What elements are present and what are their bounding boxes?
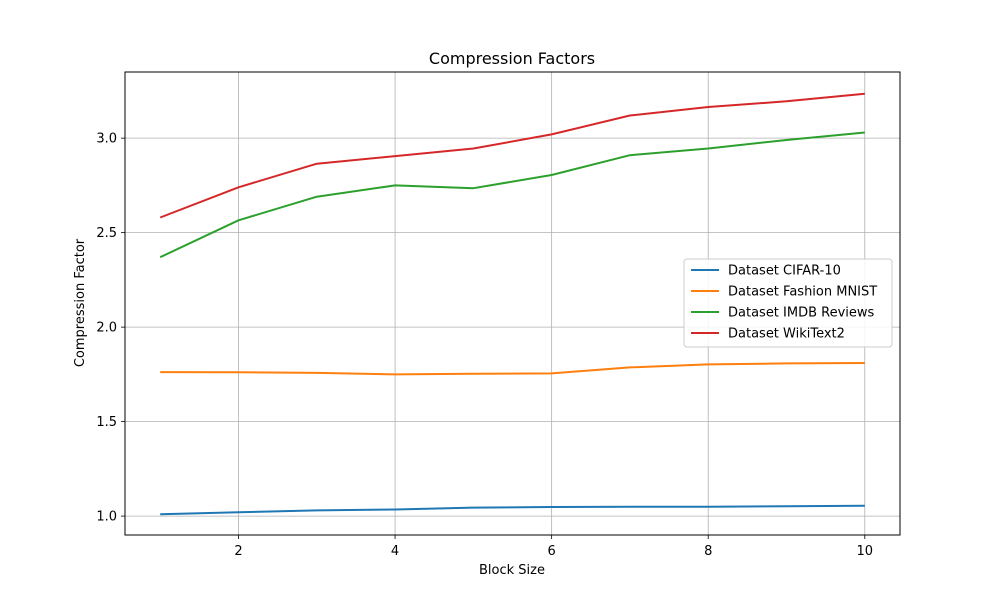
y-tick-label: 3.0 (96, 132, 117, 147)
x-axis-ticks: 2 4 6 8 10 (234, 535, 873, 559)
series-lines (159, 92, 865, 516)
x-tick-label: 4 (391, 544, 399, 559)
legend: Dataset CIFAR-10 Dataset Fashion MNIST Dat… (683, 258, 893, 348)
legend-label: Dataset IMDB Reviews (728, 306, 875, 321)
series-line-1 (160, 504, 865, 516)
x-tick-label: 8 (704, 544, 712, 559)
series-line-4 (159, 92, 865, 219)
x-tick-label: 10 (856, 544, 873, 559)
series-line-3 (159, 131, 865, 259)
legend-label: Dataset CIFAR-10 (728, 264, 841, 279)
x-tick-label: 6 (548, 544, 556, 559)
x-axis-label: Block Size (479, 563, 545, 578)
series-line-2 (160, 362, 865, 376)
chart-title: Compression Factors (429, 49, 595, 68)
y-axis-ticks: 1.0 1.5 2.0 2.5 3.0 (96, 132, 125, 525)
y-tick-label: 2.5 (96, 226, 117, 241)
y-tick-label: 1.5 (96, 415, 117, 430)
legend-label: Dataset Fashion MNIST (728, 285, 877, 300)
y-axis-label: Compression Factor (73, 238, 88, 367)
legend-label: Dataset WikiText2 (728, 327, 845, 342)
y-tick-label: 2.0 (96, 321, 117, 336)
legend-box (683, 258, 893, 348)
grid (125, 72, 900, 535)
y-tick-label: 1.0 (96, 510, 117, 525)
plot-frame (124, 71, 901, 536)
x-tick-label: 2 (234, 544, 242, 559)
